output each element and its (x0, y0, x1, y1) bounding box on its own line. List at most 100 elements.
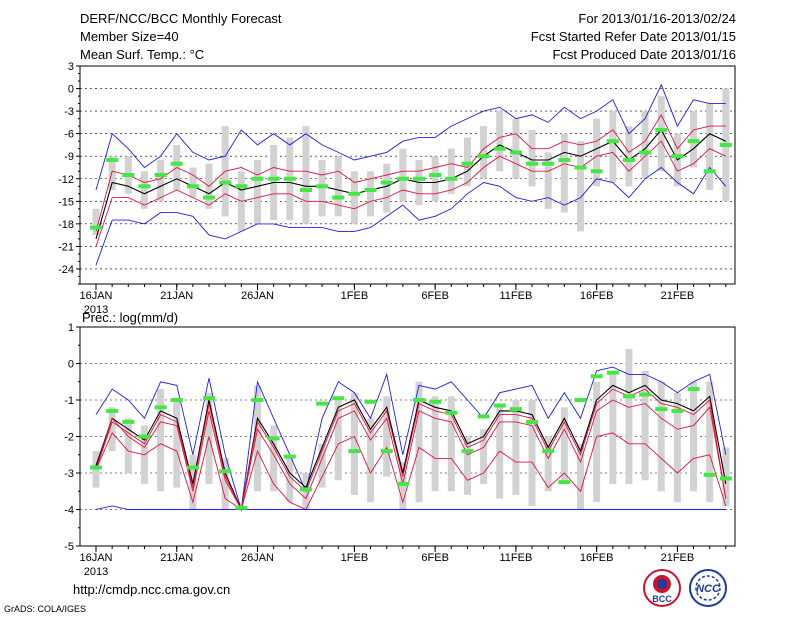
spread-box (334, 400, 342, 481)
y-tick-label: 0 (68, 359, 74, 371)
spread-box (318, 443, 326, 488)
spread-box (157, 159, 165, 202)
climatology-marker (299, 487, 312, 492)
climatology-marker (639, 150, 652, 155)
spread-box (415, 381, 423, 503)
climatology-marker (574, 398, 587, 402)
climatology-marker (348, 191, 361, 196)
spread-box (528, 129, 536, 187)
spread-box (512, 118, 520, 179)
ncc-logo-text: NCC (696, 583, 721, 595)
y-tick-label: -3 (64, 106, 74, 118)
fcst-produced-label: Fcst Produced Date 2013/01/16 (552, 47, 736, 62)
climatology-marker (332, 195, 345, 200)
climatology-marker (461, 449, 474, 454)
climatology-marker (122, 173, 135, 177)
spread-box (480, 429, 488, 484)
climatology-marker (542, 449, 555, 454)
climatology-marker (477, 414, 490, 419)
source-url[interactable]: http://cmdp.ncc.cma.gov.cn (73, 582, 231, 597)
spread-box (157, 389, 165, 492)
climatology-marker (509, 407, 522, 412)
spread-box (189, 167, 197, 198)
y-tick-label: -5 (64, 541, 74, 553)
x-tick-label: 26JAN (241, 290, 274, 302)
climatology-marker (283, 176, 296, 181)
x-tick-label: 16JAN (79, 552, 112, 564)
spread-box (641, 111, 649, 179)
y-tick-label: 0 (68, 84, 74, 96)
climatology-marker (267, 176, 280, 181)
ncc-logo-ring (695, 575, 721, 601)
spread-box (254, 159, 261, 224)
climatology-marker (413, 176, 425, 181)
spread-box (560, 133, 568, 213)
spread-box (496, 111, 504, 172)
spread-box (383, 396, 391, 477)
y-tick-label: -24 (58, 264, 74, 276)
spread-box (383, 163, 391, 213)
x-tick-label: 16JAN (79, 290, 112, 302)
spread-box (254, 385, 261, 492)
spread-box (270, 425, 278, 492)
spread-box (593, 381, 601, 503)
climatology-marker (445, 176, 458, 181)
climatology-marker (203, 195, 216, 200)
spread-box (108, 156, 116, 191)
y-tick-label: -1 (64, 395, 74, 407)
spread-box (625, 126, 633, 187)
spread-box (350, 171, 358, 224)
figure-title: DERF/NCC/BCC Monthly Forecast (80, 11, 282, 26)
series-line-mean (95, 128, 727, 240)
climatology-marker (542, 161, 555, 166)
y-tick-label: -18 (58, 219, 74, 231)
climatology-marker (170, 161, 183, 166)
climatology-marker (235, 184, 248, 189)
spread-box (431, 396, 439, 492)
climatology-marker (687, 387, 700, 392)
climatology-marker (90, 465, 102, 470)
y-tick-label: -9 (64, 151, 74, 163)
climatology-marker (380, 180, 393, 185)
climatology-marker (219, 469, 232, 474)
climatology-marker (429, 399, 442, 404)
y-tick-label: -2 (64, 432, 74, 444)
climatology-marker (719, 476, 732, 481)
climatology-marker (203, 396, 216, 401)
climatology-marker (332, 396, 345, 401)
climatology-marker (655, 127, 668, 132)
climatology-marker (671, 408, 684, 413)
climatology-marker (622, 157, 635, 162)
climatology-marker (429, 173, 442, 177)
climatology-marker (90, 225, 102, 230)
x-tick-label: 21FEB (661, 552, 695, 564)
climatology-marker (348, 449, 361, 454)
climatology-marker (558, 157, 571, 162)
chart-panel-precipitation: 1 0 -1 -2 -3 -4 -5 16JAN 21JAN 26JAN 1FEB 6FEB 11FEB… (64, 310, 736, 578)
spread-box (577, 443, 584, 510)
climatology-marker (251, 398, 264, 402)
x-tick-label: 1FEB (341, 290, 369, 302)
spread-box (302, 126, 310, 224)
climatology-marker (574, 165, 587, 170)
spread-box (657, 381, 665, 492)
climatology-marker (687, 139, 700, 144)
climatology-marker (413, 398, 425, 402)
spread-box (480, 126, 488, 179)
spread-box (447, 396, 455, 492)
spread-box (609, 370, 617, 484)
x-tick-label: 26JAN (241, 552, 274, 564)
series-line-mean (95, 384, 727, 512)
series-line-lower (95, 399, 727, 511)
spread-box (544, 152, 552, 209)
climatology-marker (606, 139, 619, 144)
climatology-marker (251, 176, 264, 181)
spread-box (286, 454, 294, 503)
climatology-marker (671, 154, 684, 159)
climatology-marker (186, 465, 199, 470)
spread-box (706, 103, 714, 191)
climatology-marker (622, 394, 635, 399)
spread-box (463, 436, 471, 495)
top-panel-variable-label: Mean Surf. Temp.: °C (80, 47, 205, 62)
